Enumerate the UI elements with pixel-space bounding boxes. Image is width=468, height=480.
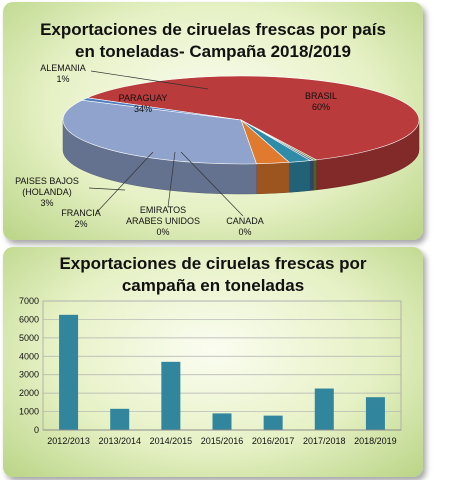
bar-2015-2016 <box>212 413 232 430</box>
bar-2013-2014 <box>110 408 130 430</box>
y-tick-label: 4000 <box>19 351 39 361</box>
x-tick-label: 2017/2018 <box>303 436 346 446</box>
pie-slice-alemania <box>80 97 242 121</box>
pie-label-paraguay: PARAGUAY 34% <box>119 93 168 114</box>
x-tick-label: 2016/2017 <box>252 436 295 446</box>
pie-slice-brasil <box>86 75 420 161</box>
pie-label-francia: FRANCIA 2% <box>61 208 101 229</box>
bars <box>59 314 385 430</box>
y-tick-label: 2000 <box>19 388 39 398</box>
bar-2014-2015 <box>161 361 181 430</box>
pie-wall-canada <box>312 159 317 191</box>
bar-2017-2018 <box>314 388 334 430</box>
pie-chart-title-line2: en toneladas- Campaña 2018/2019 <box>75 42 351 61</box>
pie-label-emiratos: EMIRATOS ARABES UNIDOS 0% <box>126 205 200 237</box>
y-tick-label: 0 <box>34 425 39 435</box>
pie-slices <box>62 75 420 165</box>
bar-2012-2013 <box>59 314 79 430</box>
y-tick-label: 3000 <box>19 370 39 380</box>
pie-leader-paises-bajos <box>88 187 126 191</box>
pie-wall-paises-bajos <box>256 162 290 195</box>
bar-2018-2019 <box>365 397 385 430</box>
pie-labels: BRASIL 60% CANADA 0% EMIRATOS ARABES UNIDOS 0%… <box>15 63 337 237</box>
pie-chart-panel: Exportaciones de ciruelas frescas por pa… <box>3 2 423 240</box>
x-tick-label: 2018/2019 <box>354 436 397 446</box>
pie-label-brasil: BRASIL 60% <box>305 91 337 112</box>
x-tick-label: 2015/2016 <box>201 436 244 446</box>
pie-leader-francia <box>96 151 154 213</box>
pie-leader-alemania <box>90 70 209 90</box>
x-tick-label: 2012/2013 <box>47 436 90 446</box>
x-tick-label: 2013/2014 <box>98 436 141 446</box>
pie-label-alemania: ALEMANIA 1% <box>40 63 86 84</box>
pie-leader-canada <box>180 151 244 217</box>
x-tick-label: 2014/2015 <box>150 436 193 446</box>
pie-wall-francia <box>288 160 311 193</box>
pie-chart-title-line1: Exportaciones de ciruelas frescas por pa… <box>40 20 386 39</box>
y-tick-label: 5000 <box>19 333 39 343</box>
y-tick-label: 7000 <box>19 296 39 306</box>
pie-wall-emiratos <box>309 159 314 191</box>
y-gridlines <box>43 300 401 431</box>
x-axis-ticks: 2012/2013 2013/2014 2014/2015 2015/2016 2016… <box>47 436 396 446</box>
y-tick-label: 6000 <box>19 314 39 324</box>
bar-chart-title-line2: campaña en toneladas <box>121 276 305 295</box>
bar-chart-panel: Exportaciones de ciruelas frescas por ca… <box>3 247 423 477</box>
pie-chart: BRASIL 60% CANADA 0% EMIRATOS ARABES UNIDOS 0%… <box>15 63 420 237</box>
pie-label-canada: CANADA 0% <box>226 216 264 237</box>
bar-2016-2017 <box>263 415 283 430</box>
plot-area <box>42 300 402 431</box>
y-axis-ticks: 0 1000 2000 3000 4000 5000 6000 7000 <box>19 296 39 435</box>
bar-chart-title-line1: Exportaciones de ciruelas frescas por <box>59 254 367 273</box>
y-tick-label: 1000 <box>19 407 39 417</box>
pie-label-paises-bajos: PAISES BAJOS (HOLANDA) 3% <box>15 176 79 208</box>
pie-leader-emiratos <box>167 151 176 208</box>
